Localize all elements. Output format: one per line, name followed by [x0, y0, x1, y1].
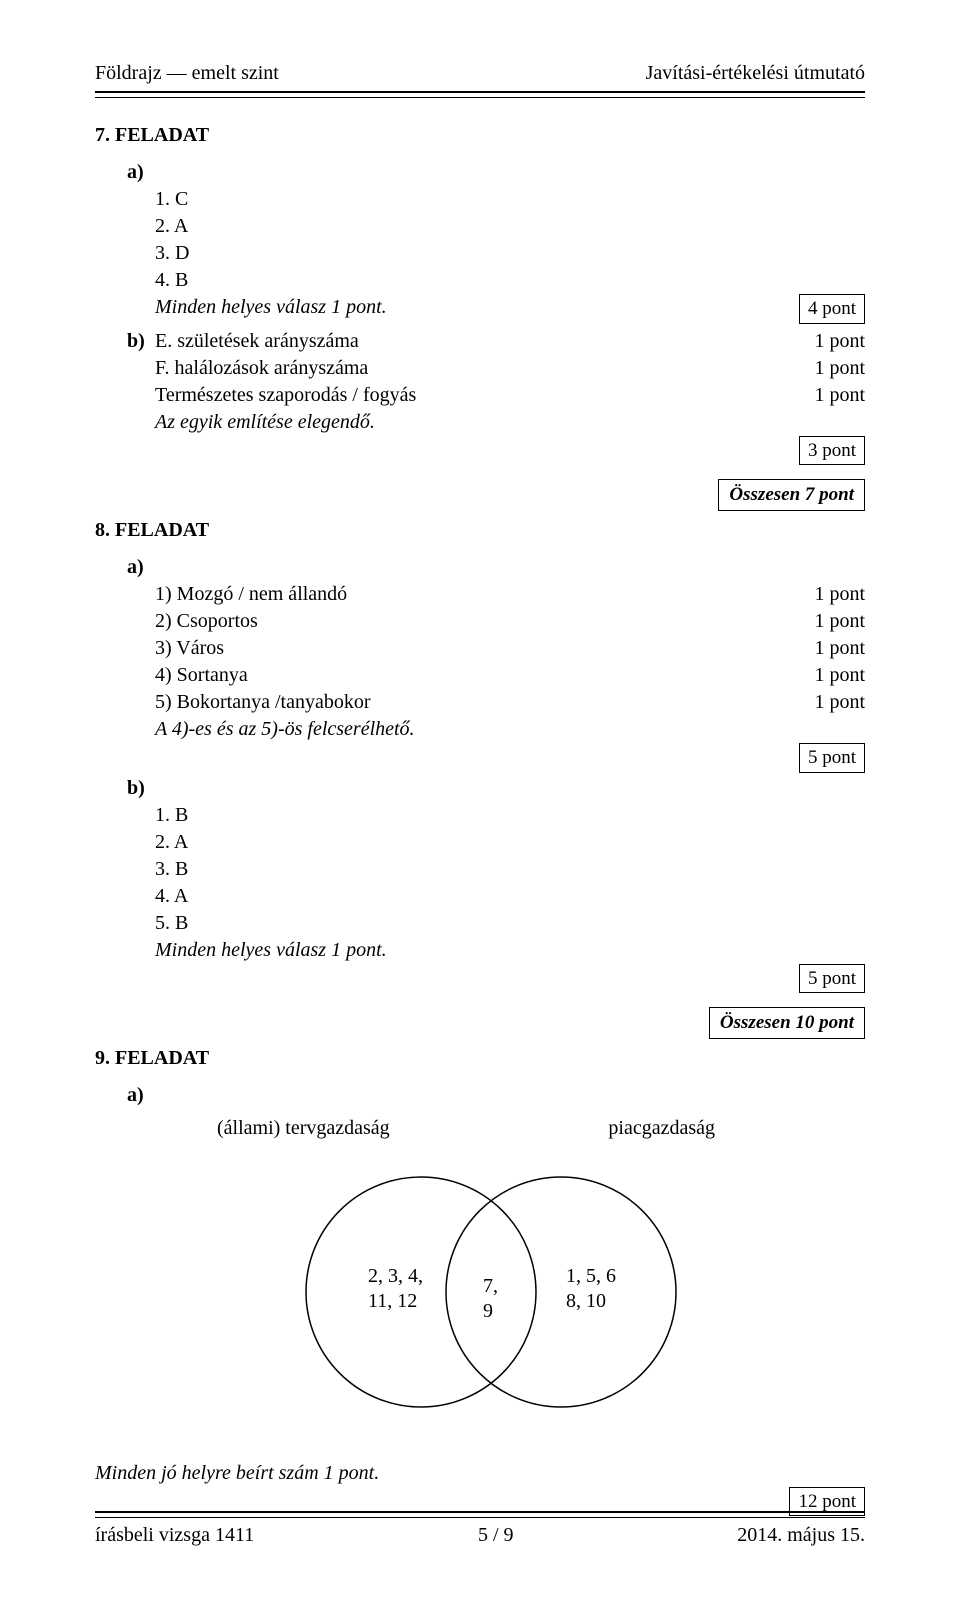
task7-a-points-box: 4 pont — [799, 294, 865, 324]
task8-total-box: Összesen 10 pont — [709, 1007, 865, 1039]
task8-title: 8. FELADAT — [95, 517, 865, 544]
header-rule-1 — [95, 91, 865, 93]
task8-b: b) 1. B 2. A 3. B 4. A 5. B Minden helye… — [95, 775, 865, 994]
task8-b-label: b) — [127, 775, 151, 802]
task7-b-line2-right: 1 pont — [814, 355, 865, 382]
task7-b-line1-right: 1 pont — [814, 328, 865, 355]
footer-center: 5 / 9 — [478, 1522, 514, 1549]
footer-rule-1 — [95, 1511, 865, 1513]
task7-b-points-box: 3 pont — [799, 436, 865, 466]
task8-a-row-right: 1 pont — [814, 581, 865, 608]
venn-label-right: piacgazdaság — [608, 1115, 715, 1142]
task9-a-label: a) — [127, 1082, 151, 1109]
task7-b-line1-left: E. születések arányszáma — [155, 328, 359, 355]
venn-column-labels: (állami) tervgazdaság piacgazdaság — [127, 1115, 865, 1142]
task8-a-points-box: 5 pont — [799, 743, 865, 773]
task8-a: a) 1) Mozgó / nem állandó 1 pont 2) Csopo… — [95, 554, 865, 773]
task7-b-line3-left: Természetes szaporodás / fogyás — [155, 382, 416, 409]
venn-right-text2: 8, 10 — [566, 1290, 606, 1312]
task7-b-line2-left: F. halálozások arányszáma — [155, 355, 368, 382]
venn-mid-text1: 7, — [483, 1275, 498, 1297]
venn-diagram: 2, 3, 4, 11, 12 7, 9 1, 5, 6 8, 10 — [246, 1152, 746, 1432]
footer-left: írásbeli vizsga 1411 — [95, 1522, 254, 1549]
task8-a-row-left: 1) Mozgó / nem állandó — [155, 581, 347, 608]
page-header: Földrajz — emelt szint Javítási-értékelé… — [95, 60, 865, 87]
task9-bottom-note: Minden jó helyre beírt szám 1 pont. — [95, 1460, 865, 1487]
task7-a-item: 1. C — [155, 186, 865, 213]
task7-a: a) 1. C 2. A 3. D 4. B Minden helyes vál… — [95, 159, 865, 324]
task8-a-row-left: 2) Csoportos — [155, 608, 258, 635]
task8-a-row-right: 1 pont — [814, 608, 865, 635]
task7-a-item: 2. A — [155, 213, 865, 240]
task8-a-row-left: 3) Város — [155, 635, 224, 662]
task8-b-item: 5. B — [155, 910, 865, 937]
task8-a-row-right: 1 pont — [814, 662, 865, 689]
task7-title: 7. FELADAT — [95, 122, 865, 149]
task8-b-points-box: 5 pont — [799, 964, 865, 994]
task7-b: b) E. születések arányszáma 1 pont F. ha… — [95, 328, 865, 466]
header-rule-2 — [95, 97, 865, 98]
task9-title: 9. FELADAT — [95, 1045, 865, 1072]
page-footer: írásbeli vizsga 1411 5 / 9 2014. május 1… — [95, 1511, 865, 1549]
task9-bottom: Minden jó helyre beírt szám 1 pont. 12 p… — [95, 1460, 865, 1517]
task8-b-item: 3. B — [155, 856, 865, 883]
task8-b-note: Minden helyes válasz 1 pont. — [155, 937, 865, 964]
footer-right: 2014. május 15. — [737, 1522, 865, 1549]
venn-right-text1: 1, 5, 6 — [566, 1265, 616, 1287]
task8-a-note: A 4)-es és az 5)-ös felcserélhető. — [155, 716, 865, 743]
venn-circle-left — [306, 1177, 536, 1407]
venn-circle-right — [446, 1177, 676, 1407]
task8-b-item: 1. B — [155, 802, 865, 829]
venn-mid-text2: 9 — [483, 1300, 493, 1322]
task7-total-box: Összesen 7 pont — [718, 479, 865, 511]
header-right: Javítási-értékelési útmutató — [646, 60, 865, 87]
task7-a-label: a) — [127, 159, 151, 186]
task7-a-item: 4. B — [155, 267, 865, 294]
header-left: Földrajz — emelt szint — [95, 60, 279, 87]
task8-a-label: a) — [127, 554, 151, 581]
footer-rule-2 — [95, 1517, 865, 1518]
task9-a: a) (állami) tervgazdaság piacgazdaság 2,… — [95, 1082, 865, 1432]
page: Földrajz — emelt szint Javítási-értékelé… — [0, 0, 960, 1603]
task8-b-item: 4. A — [155, 883, 865, 910]
venn-label-left: (állami) tervgazdaság — [217, 1115, 390, 1142]
venn-svg: 2, 3, 4, 11, 12 7, 9 1, 5, 6 8, 10 — [246, 1152, 746, 1432]
venn-left-text1: 2, 3, 4, — [368, 1265, 423, 1287]
task8-b-item: 2. A — [155, 829, 865, 856]
task7-b-note: Az egyik említése elegendő. — [127, 409, 865, 436]
task7-a-note: Minden helyes válasz 1 pont. — [155, 294, 387, 321]
venn-left-text2: 11, 12 — [368, 1290, 417, 1312]
task8-a-row-left: 5) Bokortanya /tanyabokor — [155, 689, 371, 716]
task8-a-row-left: 4) Sortanya — [155, 662, 248, 689]
task8-a-row-right: 1 pont — [814, 689, 865, 716]
task7-a-item: 3. D — [155, 240, 865, 267]
task7-b-line3-right: 1 pont — [814, 382, 865, 409]
task8-a-row-right: 1 pont — [814, 635, 865, 662]
task7-b-label: b) — [127, 328, 151, 355]
